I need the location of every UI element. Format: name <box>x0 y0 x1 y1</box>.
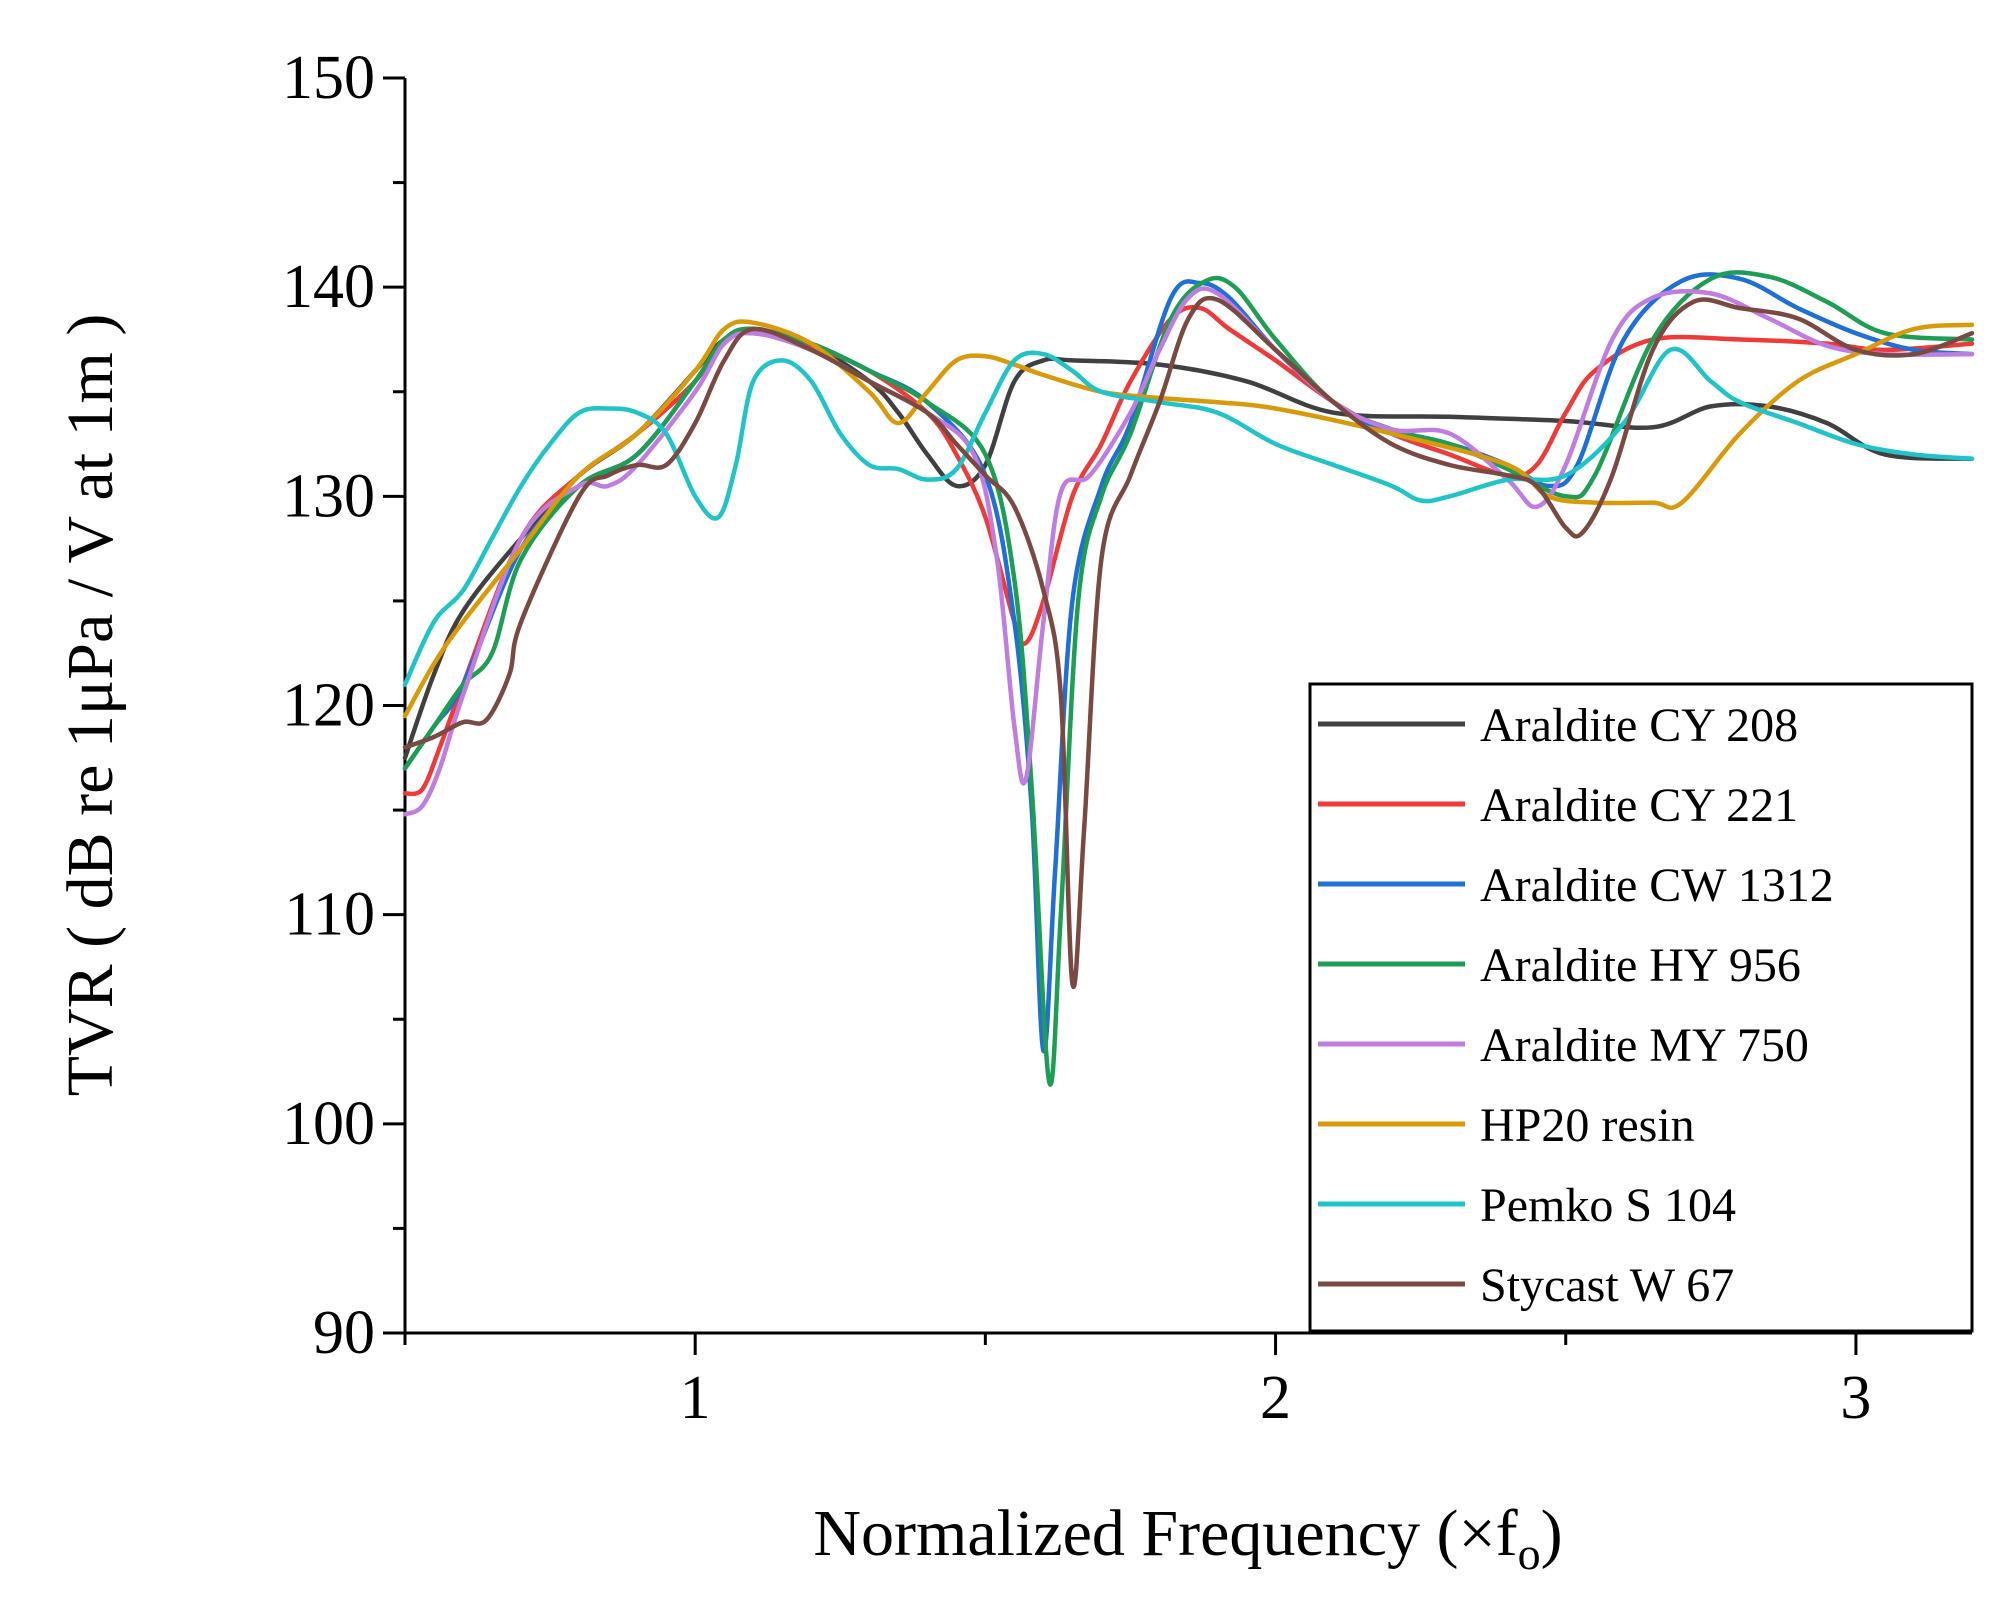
x-axis-title-close: ) <box>1541 1497 1563 1570</box>
x-tick-label: 1 <box>680 1364 711 1432</box>
legend-label-araldite-cw-1312: Araldite CW 1312 <box>1480 859 1834 912</box>
y-tick-label: 140 <box>282 253 375 321</box>
legend-label-hp20-resin: HP20 resin <box>1480 1099 1695 1152</box>
x-tick-label: 3 <box>1840 1364 1871 1432</box>
x-tick-label: 2 <box>1260 1364 1291 1432</box>
y-tick-label: 110 <box>284 881 375 949</box>
legend-label-araldite-my-750: Araldite MY 750 <box>1480 1019 1809 1072</box>
legend-label-araldite-cy-221: Araldite CY 221 <box>1480 779 1798 832</box>
y-tick-label: 120 <box>282 672 375 740</box>
series-line-stycast-w-67 <box>402 295 1975 989</box>
series-line-pemko-s-104 <box>402 346 1975 687</box>
x-axis-title: Normalized Frequency (×fo) <box>813 1497 1562 1579</box>
series-line-araldite-my-750 <box>402 286 1975 817</box>
x-axis-title-subscript: o <box>1518 1528 1541 1579</box>
series-group <box>402 270 1975 1087</box>
y-tick-label: 150 <box>282 44 375 112</box>
y-tick-label: 130 <box>282 462 375 530</box>
legend-label-pemko-s-104: Pemko S 104 <box>1480 1179 1736 1232</box>
x-axis-title-main: Normalized Frequency (×f <box>813 1497 1517 1570</box>
legend-label-araldite-cy-208: Araldite CY 208 <box>1480 699 1798 752</box>
y-tick-label: 90 <box>313 1299 375 1367</box>
ticks: 90 100 110 120 130 140 150 1 2 3 <box>282 44 1871 1432</box>
series-line-hp20-resin <box>402 319 1975 719</box>
legend: Araldite CY 208 Araldite CY 221 Araldite C… <box>1308 682 1974 1333</box>
legend-label-stycast-w-67: Stycast W 67 <box>1480 1259 1734 1312</box>
legend-box <box>1308 682 1974 1333</box>
y-tick-label: 100 <box>282 1090 375 1158</box>
y-axis-title: TVR ( dB re 1μPa / V at 1m ) <box>54 314 127 1097</box>
legend-label-araldite-hy-956: Araldite HY 956 <box>1480 939 1801 992</box>
